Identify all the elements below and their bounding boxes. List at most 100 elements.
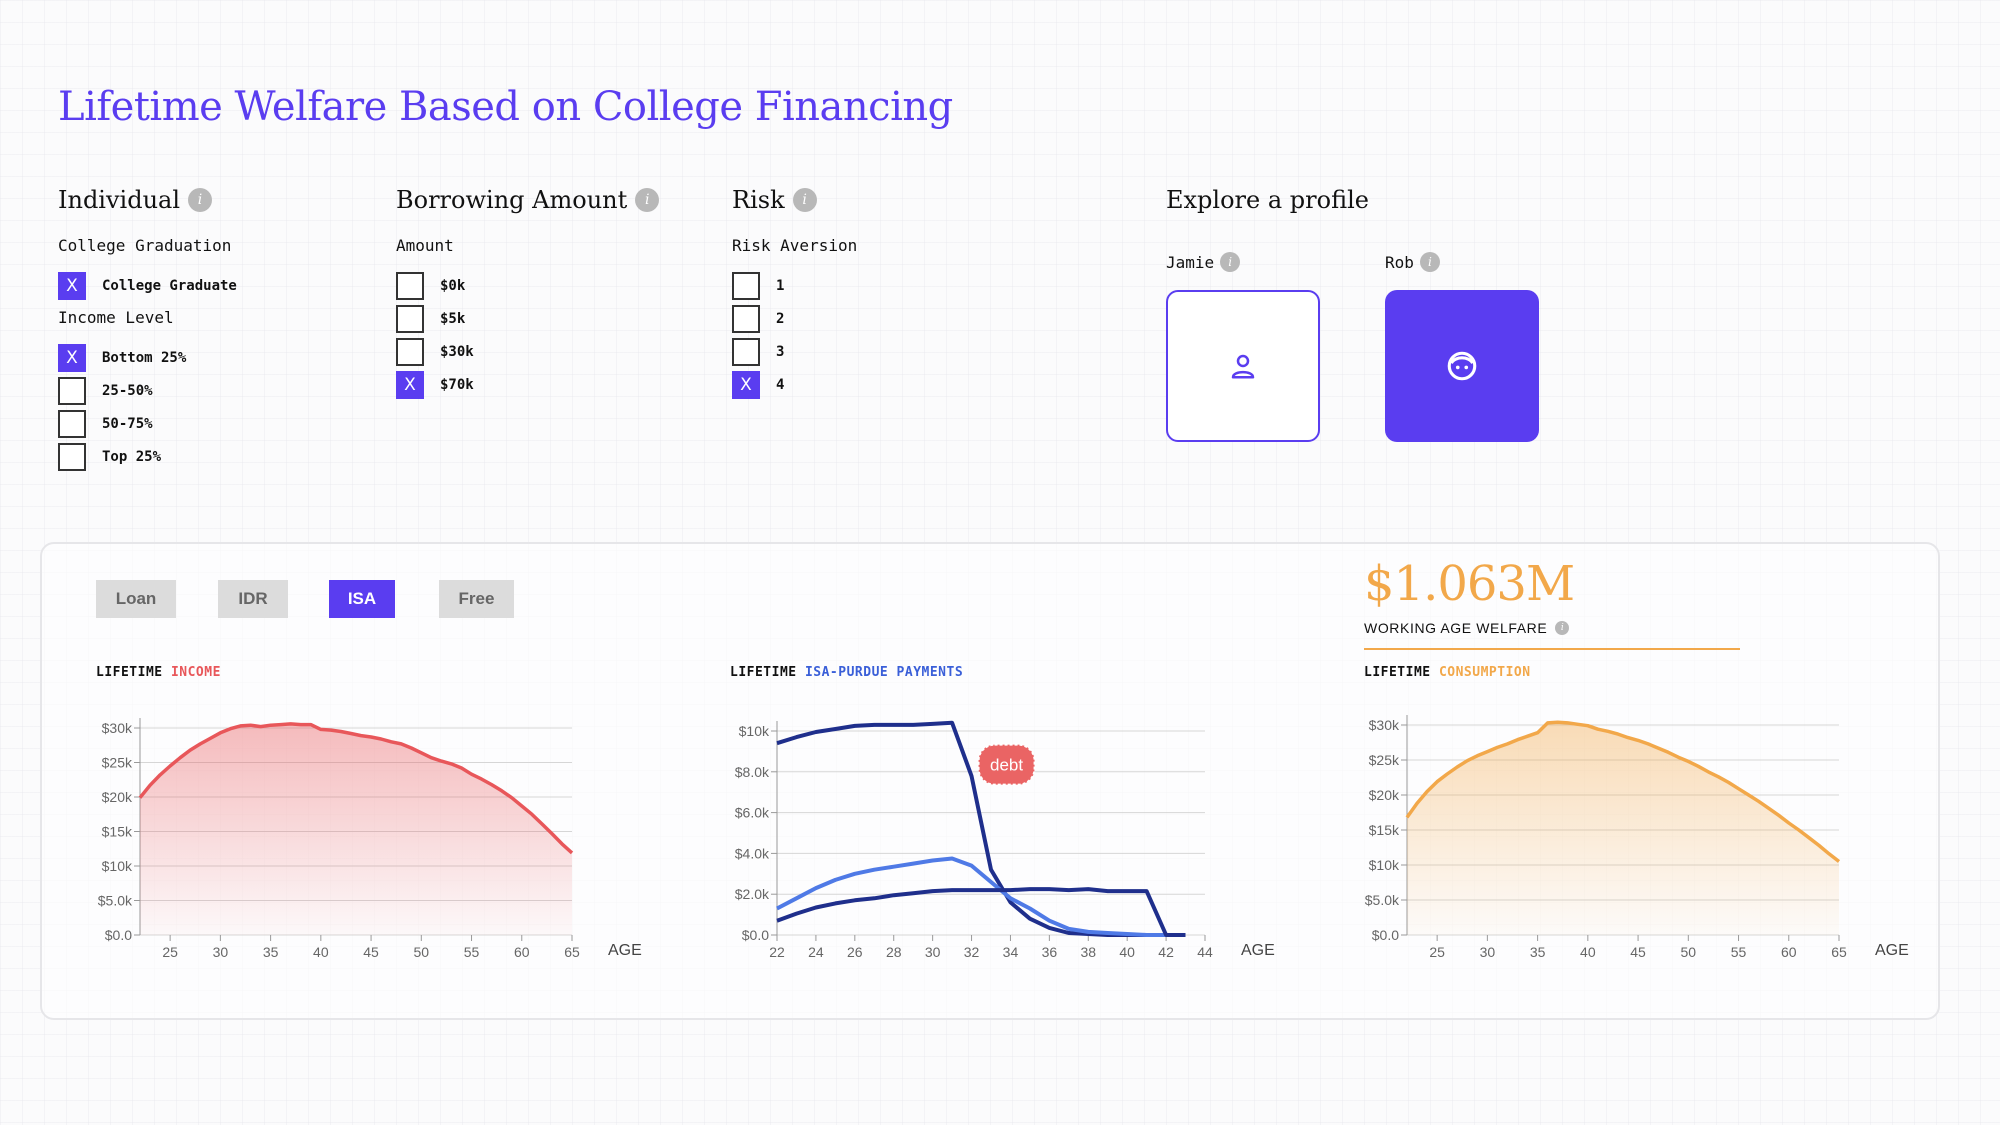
checkbox[interactable] [396, 337, 424, 366]
info-icon[interactable]: i [188, 188, 213, 212]
info-icon[interactable]: i [1220, 252, 1241, 272]
income-options: X Bottom 25% 25-50% 50-75% Top 25% [58, 341, 237, 473]
info-icon[interactable]: i [635, 188, 660, 212]
x-tick-label: 30 [213, 944, 229, 960]
borrowing-heading: Borrowing Amount i [396, 186, 660, 214]
amount-options: $0k $5k $30k X $70k [396, 269, 659, 401]
chart-title-prefix: LIFETIME [96, 665, 171, 680]
person-icon [1231, 354, 1255, 379]
x-tick-label: 65 [564, 944, 580, 960]
checkbox-label: $30k [440, 343, 474, 360]
x-tick-label: 24 [808, 944, 824, 960]
amount-option[interactable]: X $70k [396, 368, 659, 401]
amount-option[interactable]: $5k [396, 302, 659, 335]
checkbox[interactable] [732, 271, 760, 300]
income-option[interactable]: 50-75% [58, 407, 237, 440]
risk-option[interactable]: 3 [732, 335, 857, 368]
x-tick-label: 25 [162, 944, 178, 960]
individual-heading: Individual i [58, 186, 237, 214]
checkbox-label: 3 [776, 343, 785, 360]
risk-heading-text: Risk [732, 186, 785, 214]
checkbox[interactable] [396, 271, 424, 300]
checkbox[interactable] [58, 442, 86, 471]
x-tick-label: 60 [514, 944, 530, 960]
area-fill [1407, 722, 1839, 935]
checkbox-label: Top 25% [102, 448, 162, 465]
income-level-label: Income Level [58, 308, 174, 327]
x-axis-label: AGE [1241, 942, 1275, 959]
checkbox[interactable] [732, 337, 760, 366]
borrowing-section: Borrowing Amount i Amount $0k $5k $30k X $70k [396, 186, 660, 401]
y-tick-label: $0.0 [1372, 927, 1399, 943]
x-tick-label: 50 [1681, 944, 1697, 960]
college-options: X College Graduate [58, 269, 237, 302]
series-line-3 [776, 887, 1186, 937]
x-axis-label: AGE [1875, 942, 1909, 959]
amount-option[interactable]: $0k [396, 269, 659, 302]
checkbox[interactable] [58, 376, 86, 405]
x-tick-label: 45 [1630, 944, 1646, 960]
x-tick-label: 34 [1003, 944, 1019, 960]
y-tick-label: $30k [102, 720, 133, 736]
profile-name: Rob [1385, 252, 1414, 272]
debt-badge [977, 743, 1036, 786]
checkbox[interactable]: X [58, 271, 86, 300]
income-chart: $0.0 $5.0k $10k $15k $20k $25k $30k 25 30 35 40 45 5… [98, 718, 642, 960]
y-tick-label: $10k [102, 858, 133, 874]
checkbox-label: 1 [776, 277, 785, 294]
checkbox[interactable] [732, 304, 760, 333]
checkbox[interactable]: X [396, 370, 424, 399]
x-axis-label: AGE [608, 942, 642, 959]
checkbox[interactable] [58, 409, 86, 438]
individual-heading-text: Individual [58, 186, 181, 214]
info-icon[interactable]: i [1419, 252, 1440, 272]
y-tick-label: $5.0k [1365, 892, 1400, 908]
payments-chart-title: LIFETIME ISA-PURDUE PAYMENTS [730, 665, 963, 680]
chart-title-highlight: ISA-PURDUE PAYMENTS [804, 665, 964, 680]
tab-idr[interactable]: IDR [218, 580, 288, 618]
info-icon[interactable]: i [1555, 621, 1570, 635]
info-icon[interactable]: i [792, 188, 817, 212]
checkbox-label: College Graduate [102, 277, 237, 294]
consumption-chart: $0.0 $5.0k $10k $15k $20k $25k $30k 25 30 35 40 45 5… [1365, 715, 1909, 960]
profile-card-jamie[interactable] [1166, 290, 1320, 442]
x-tick-label: 35 [263, 944, 279, 960]
payments-chart: $0.0 $2.0k $4.0k $6.0k $8.0k $10k 22 24 26 28 30 32… [735, 720, 1275, 960]
borrowing-heading-text: Borrowing Amount [396, 186, 628, 214]
y-tick-label: $15k [1369, 822, 1400, 838]
y-tick-label: $0.0 [742, 927, 769, 943]
checkbox-label: $0k [440, 277, 466, 294]
y-tick-label: $20k [1369, 787, 1400, 803]
x-tick-label: 44 [1197, 944, 1213, 960]
check-mark: X [404, 374, 416, 395]
amount-option[interactable]: $30k [396, 335, 659, 368]
college-option[interactable]: X College Graduate [58, 269, 237, 302]
welfare-value: $1.063M [1364, 556, 1575, 612]
income-option[interactable]: Top 25% [58, 440, 237, 473]
checkbox[interactable]: X [732, 370, 760, 399]
profile-card-rob[interactable] [1385, 290, 1539, 442]
checkbox[interactable] [396, 304, 424, 333]
checkbox-label: Bottom 25% [102, 349, 187, 366]
tab-free[interactable]: Free [439, 580, 514, 618]
series-line-2 [776, 856, 1186, 937]
x-tick-label: 35 [1530, 944, 1546, 960]
tab-isa[interactable]: ISA [329, 580, 395, 618]
risk-option[interactable]: 1 [732, 269, 857, 302]
check-mark: X [66, 347, 78, 368]
checkbox-label: 25-50% [102, 382, 153, 399]
risk-option[interactable]: 2 [732, 302, 857, 335]
checkbox[interactable]: X [58, 343, 86, 372]
income-option[interactable]: X Bottom 25% [58, 341, 237, 374]
y-tick-label: $25k [1369, 752, 1400, 768]
y-tick-label: $10k [739, 723, 770, 739]
area-fill [140, 723, 572, 935]
x-tick-label: 45 [363, 944, 379, 960]
chart-title-prefix: LIFETIME [1364, 665, 1439, 680]
tab-loan[interactable]: Loan [96, 580, 176, 618]
x-tick-label: 22 [769, 944, 785, 960]
income-option[interactable]: 25-50% [58, 374, 237, 407]
